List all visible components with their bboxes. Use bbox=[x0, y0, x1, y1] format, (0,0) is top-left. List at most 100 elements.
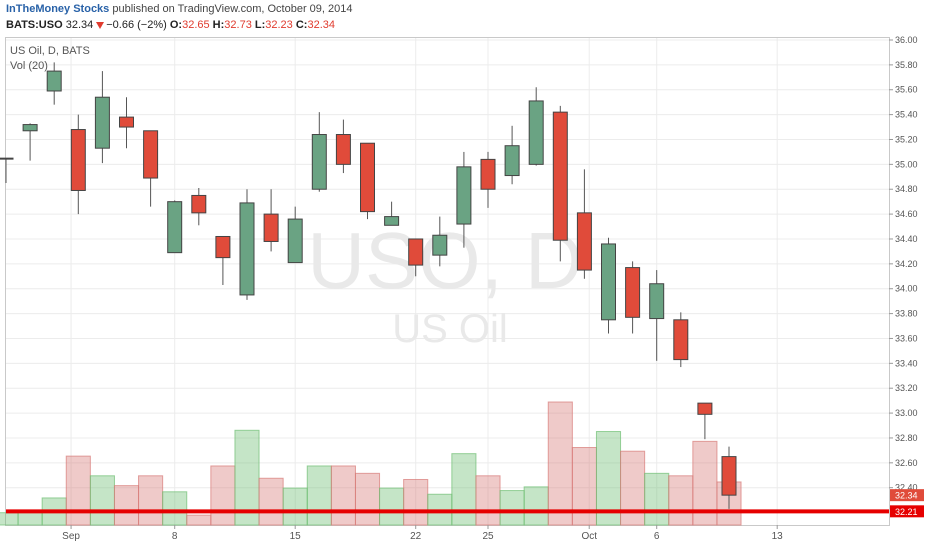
candle bbox=[625, 261, 641, 334]
volume-bar bbox=[571, 447, 597, 526]
symbol-label: BATS:USO bbox=[6, 19, 63, 31]
volume-bar bbox=[234, 429, 260, 526]
volume-bar bbox=[668, 475, 694, 526]
publish-line: InTheMoney Stocks published on TradingVi… bbox=[6, 3, 352, 15]
watermark-ticker: USO, D bbox=[307, 216, 583, 305]
price-badge-label: 32.34 bbox=[895, 491, 918, 501]
candle-body bbox=[384, 216, 400, 226]
candle-body bbox=[528, 100, 544, 165]
candle-body bbox=[191, 194, 207, 214]
candles bbox=[0, 62, 737, 509]
quote-line: BATS:USO 32.34 −0.66 (−2%) O:32.65 H:32.7… bbox=[6, 19, 335, 31]
candle-body bbox=[601, 243, 616, 321]
candle-body bbox=[432, 234, 448, 256]
candle bbox=[143, 130, 159, 207]
volume-bar bbox=[113, 485, 140, 526]
y-tick-label: 32.60 bbox=[895, 458, 918, 468]
volume-bar bbox=[162, 491, 188, 526]
candle-body bbox=[287, 218, 303, 264]
candle bbox=[119, 97, 134, 149]
volume-bar bbox=[547, 401, 573, 526]
x-tick-label: Sep bbox=[62, 531, 80, 542]
y-tick-label: 33.00 bbox=[895, 408, 918, 418]
price-change: −0.66 (−2%) bbox=[106, 19, 167, 31]
candle bbox=[22, 123, 38, 161]
candle bbox=[528, 87, 544, 166]
candle-body bbox=[649, 283, 665, 320]
candle bbox=[552, 105, 568, 262]
chart-pane[interactable] bbox=[5, 37, 890, 526]
low-value: 32.23 bbox=[265, 19, 293, 31]
price-badge-bg bbox=[890, 505, 924, 518]
low-label: L: bbox=[254, 19, 266, 31]
candle bbox=[239, 189, 255, 300]
volume-legend[interactable]: Vol (20) bbox=[10, 60, 48, 72]
y-tick-label: 35.60 bbox=[895, 85, 918, 95]
candle-body bbox=[480, 158, 496, 190]
chart-legend: US Oil, D, BATS Vol (20) bbox=[10, 44, 90, 74]
candle bbox=[673, 312, 689, 368]
candle-body bbox=[673, 319, 689, 361]
candle bbox=[649, 270, 665, 361]
x-tick-label: 8 bbox=[172, 531, 178, 542]
price-badge-label: 32.21 bbox=[895, 507, 918, 517]
candle-body bbox=[119, 116, 134, 128]
series-legend[interactable]: US Oil, D, BATS bbox=[10, 45, 90, 57]
y-tick-label: 33.80 bbox=[895, 309, 918, 319]
candle bbox=[721, 446, 737, 509]
high-label: H: bbox=[212, 19, 225, 31]
volume-bar bbox=[306, 465, 332, 526]
volume-bar bbox=[499, 490, 525, 526]
candle bbox=[0, 157, 14, 184]
y-tick-label: 33.60 bbox=[895, 333, 918, 343]
y-tick-label: 32.80 bbox=[895, 433, 918, 443]
price-badge: 32.21 bbox=[890, 505, 924, 518]
y-tick-label: 35.80 bbox=[895, 60, 918, 70]
candle-body bbox=[552, 111, 568, 241]
candle bbox=[480, 151, 496, 208]
y-tick-label: 33.40 bbox=[895, 358, 918, 368]
volume-bar bbox=[330, 465, 356, 526]
volume-bar bbox=[210, 465, 236, 526]
x-tick-label: 6 bbox=[654, 531, 660, 542]
y-tick-label: 35.20 bbox=[895, 134, 918, 144]
volume-bar bbox=[138, 475, 164, 526]
y-tick-label: 34.40 bbox=[895, 234, 918, 244]
candle-body bbox=[215, 235, 231, 259]
candle bbox=[287, 206, 303, 264]
candle bbox=[94, 71, 110, 164]
volume-bar bbox=[258, 477, 284, 526]
volume-bar bbox=[475, 475, 501, 526]
y-tick-label: 33.20 bbox=[895, 383, 918, 393]
y-tick-label: 34.00 bbox=[895, 284, 918, 294]
published-text: published on TradingView.com, October 09… bbox=[112, 3, 353, 15]
candle-body bbox=[70, 129, 86, 191]
candle bbox=[576, 169, 592, 279]
candle bbox=[360, 142, 375, 220]
volume-bars bbox=[0, 401, 742, 526]
y-tick-label: 34.80 bbox=[895, 184, 918, 194]
y-tick-label: 32.40 bbox=[895, 483, 918, 493]
candle-body bbox=[94, 96, 110, 149]
volume-bar bbox=[282, 487, 308, 526]
x-tick-label: 15 bbox=[290, 531, 302, 542]
high-value: 32.73 bbox=[224, 19, 252, 31]
candle bbox=[167, 200, 183, 254]
candle-body bbox=[625, 267, 641, 318]
author-link[interactable]: InTheMoney Stocks bbox=[6, 3, 110, 15]
watermark-name: US Oil bbox=[392, 307, 508, 351]
y-tick-label: 34.20 bbox=[895, 259, 918, 269]
candle bbox=[456, 151, 472, 248]
candle-body bbox=[504, 145, 520, 177]
y-tick-label: 36.00 bbox=[895, 35, 918, 45]
volume-bar bbox=[403, 478, 429, 526]
candle bbox=[335, 119, 351, 174]
candle bbox=[601, 237, 616, 334]
x-tick-label: 13 bbox=[772, 531, 784, 542]
candle-body bbox=[335, 134, 351, 165]
candle-body bbox=[167, 201, 183, 254]
x-tick-label: 25 bbox=[482, 531, 494, 542]
volume-bar bbox=[0, 512, 19, 526]
volume-bar bbox=[620, 450, 646, 526]
volume-bar bbox=[379, 487, 405, 526]
